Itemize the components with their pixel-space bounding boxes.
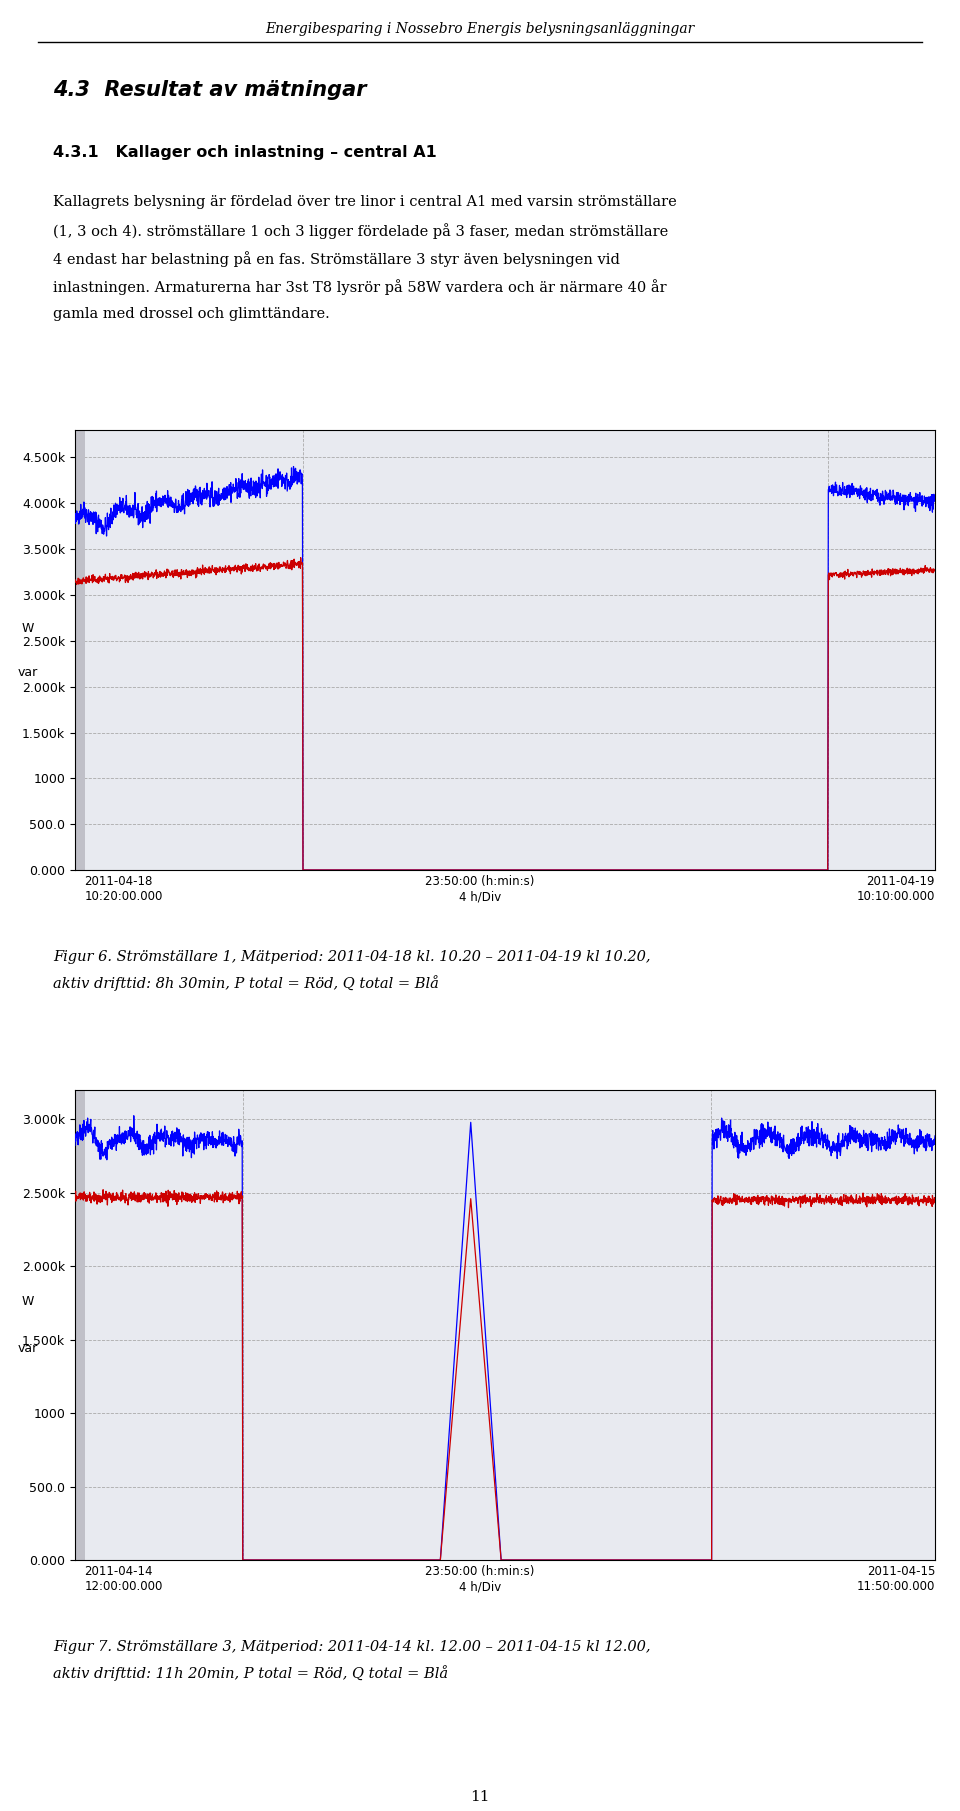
- Text: W: W: [21, 1295, 34, 1308]
- Text: Figur 7. Strömställare 3, Mätperiod: 2011-04-14 kl. 12.00 – 2011-04-15 kl 12.00,: Figur 7. Strömställare 3, Mätperiod: 201…: [53, 1641, 650, 1653]
- Text: aktiv drifttid: 8h 30min, P total = Röd, Q total = Blå: aktiv drifttid: 8h 30min, P total = Röd,…: [53, 974, 439, 991]
- Text: var: var: [17, 1342, 37, 1355]
- Text: 23:50:00 (h:min:s)
4 h/Div: 23:50:00 (h:min:s) 4 h/Div: [425, 1565, 535, 1594]
- Text: 2011-04-18
10:20:00.000: 2011-04-18 10:20:00.000: [84, 875, 163, 904]
- Text: 23:50:00 (h:min:s)
4 h/Div: 23:50:00 (h:min:s) 4 h/Div: [425, 875, 535, 904]
- Text: 4.3  Resultat av mätningar: 4.3 Resultat av mätningar: [53, 80, 367, 100]
- Text: 11: 11: [470, 1789, 490, 1804]
- Text: 2011-04-19
10:10:00.000: 2011-04-19 10:10:00.000: [856, 875, 935, 904]
- Text: inlastningen. Armaturerna har 3st T8 lysrör på 58W vardera och är närmare 40 år: inlastningen. Armaturerna har 3st T8 lys…: [53, 279, 666, 295]
- Text: Figur 6. Strömställare 1, Mätperiod: 2011-04-18 kl. 10.20 – 2011-04-19 kl 10.20,: Figur 6. Strömställare 1, Mätperiod: 201…: [53, 951, 650, 963]
- Text: 4 endast har belastning på en fas. Strömställare 3 styr även belysningen vid: 4 endast har belastning på en fas. Ström…: [53, 252, 619, 266]
- Text: 2011-04-14
12:00:00.000: 2011-04-14 12:00:00.000: [84, 1565, 163, 1594]
- Text: gamla med drossel och glimttändare.: gamla med drossel och glimttändare.: [53, 308, 329, 321]
- Bar: [75, 429, 85, 869]
- Text: 4.3.1   Kallager och inlastning – central A1: 4.3.1 Kallager och inlastning – central …: [53, 145, 437, 159]
- Bar: [75, 1090, 85, 1559]
- Text: var: var: [17, 665, 37, 679]
- Text: 2011-04-15
11:50:00.000: 2011-04-15 11:50:00.000: [856, 1565, 935, 1594]
- Text: Kallagrets belysning är fördelad över tre linor i central A1 med varsin strömstä: Kallagrets belysning är fördelad över tr…: [53, 196, 677, 208]
- Text: (1, 3 och 4). strömställare 1 och 3 ligger fördelade på 3 faser, medan strömstäl: (1, 3 och 4). strömställare 1 och 3 ligg…: [53, 223, 668, 239]
- Text: aktiv drifttid: 11h 20min, P total = Röd, Q total = Blå: aktiv drifttid: 11h 20min, P total = Röd…: [53, 1664, 448, 1681]
- Text: Energibesparing i Nossebro Energis belysningsanläggningar: Energibesparing i Nossebro Energis belys…: [265, 22, 695, 36]
- Text: W: W: [21, 621, 34, 634]
